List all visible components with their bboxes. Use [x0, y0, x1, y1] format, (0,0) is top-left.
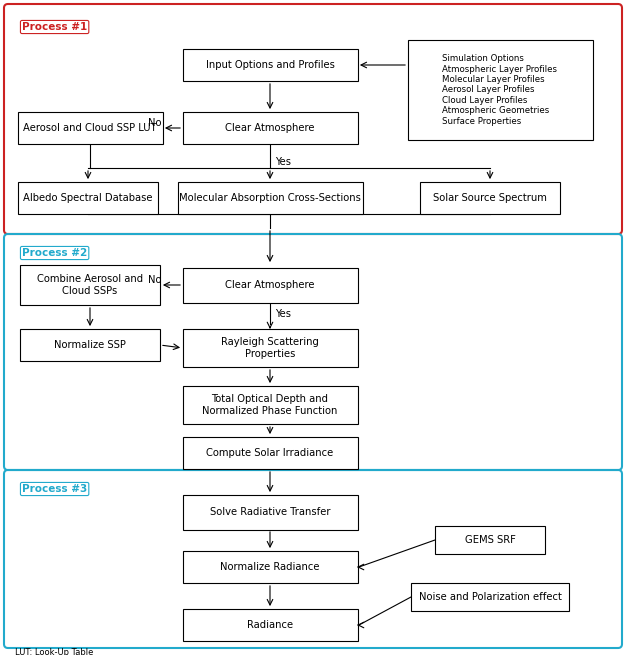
FancyBboxPatch shape	[20, 329, 160, 361]
FancyBboxPatch shape	[182, 267, 357, 303]
Text: Albedo Spectral Database: Albedo Spectral Database	[23, 193, 153, 203]
FancyBboxPatch shape	[182, 495, 357, 529]
FancyBboxPatch shape	[177, 182, 362, 214]
FancyBboxPatch shape	[182, 49, 357, 81]
Text: Aerosol and Cloud SSP LUT: Aerosol and Cloud SSP LUT	[23, 123, 157, 133]
Text: Clear Atmosphere: Clear Atmosphere	[225, 123, 315, 133]
Text: Yes: Yes	[275, 157, 291, 167]
Text: Normalize Radiance: Normalize Radiance	[220, 562, 320, 572]
FancyBboxPatch shape	[182, 112, 357, 144]
Text: No: No	[148, 118, 162, 128]
FancyBboxPatch shape	[411, 583, 569, 611]
FancyBboxPatch shape	[182, 551, 357, 583]
Text: Total Optical Depth and
Normalized Phase Function: Total Optical Depth and Normalized Phase…	[203, 394, 338, 416]
FancyBboxPatch shape	[20, 265, 160, 305]
Text: Compute Solar Irradiance: Compute Solar Irradiance	[206, 448, 334, 458]
FancyBboxPatch shape	[182, 386, 357, 424]
FancyBboxPatch shape	[182, 329, 357, 367]
Text: Process #1: Process #1	[22, 22, 87, 32]
Text: Molecular Absorption Cross-Sections: Molecular Absorption Cross-Sections	[179, 193, 361, 203]
Text: Combine Aerosol and
Cloud SSPs: Combine Aerosol and Cloud SSPs	[37, 274, 143, 296]
Text: Clear Atmosphere: Clear Atmosphere	[225, 280, 315, 290]
FancyBboxPatch shape	[182, 609, 357, 641]
Text: Radiance: Radiance	[247, 620, 293, 630]
Text: Process #3: Process #3	[22, 484, 87, 494]
Text: Process #2: Process #2	[22, 248, 87, 258]
Text: Rayleigh Scattering
Properties: Rayleigh Scattering Properties	[221, 337, 319, 359]
FancyBboxPatch shape	[435, 526, 545, 554]
FancyBboxPatch shape	[18, 182, 158, 214]
Text: GEMS SRF: GEMS SRF	[465, 535, 515, 545]
Text: Input Options and Profiles: Input Options and Profiles	[206, 60, 334, 70]
Text: Simulation Options
Atmospheric Layer Profiles
Molecular Layer Profiles
Aerosol L: Simulation Options Atmospheric Layer Pro…	[443, 54, 557, 126]
Text: No: No	[148, 275, 162, 285]
FancyBboxPatch shape	[408, 40, 593, 140]
Text: Normalize SSP: Normalize SSP	[54, 340, 126, 350]
FancyBboxPatch shape	[420, 182, 560, 214]
Text: Solve Radiative Transfer: Solve Radiative Transfer	[210, 507, 330, 517]
Text: Noise and Polarization effect: Noise and Polarization effect	[419, 592, 561, 602]
FancyBboxPatch shape	[182, 437, 357, 469]
Text: LUT: Look-Up Table
SRF: Spectral Responsivity Function
SSP: Single Scattering Pr: LUT: Look-Up Table SRF: Spectral Respons…	[15, 648, 165, 655]
Text: Solar Source Spectrum: Solar Source Spectrum	[433, 193, 547, 203]
FancyBboxPatch shape	[18, 112, 162, 144]
Text: Yes: Yes	[275, 309, 291, 319]
